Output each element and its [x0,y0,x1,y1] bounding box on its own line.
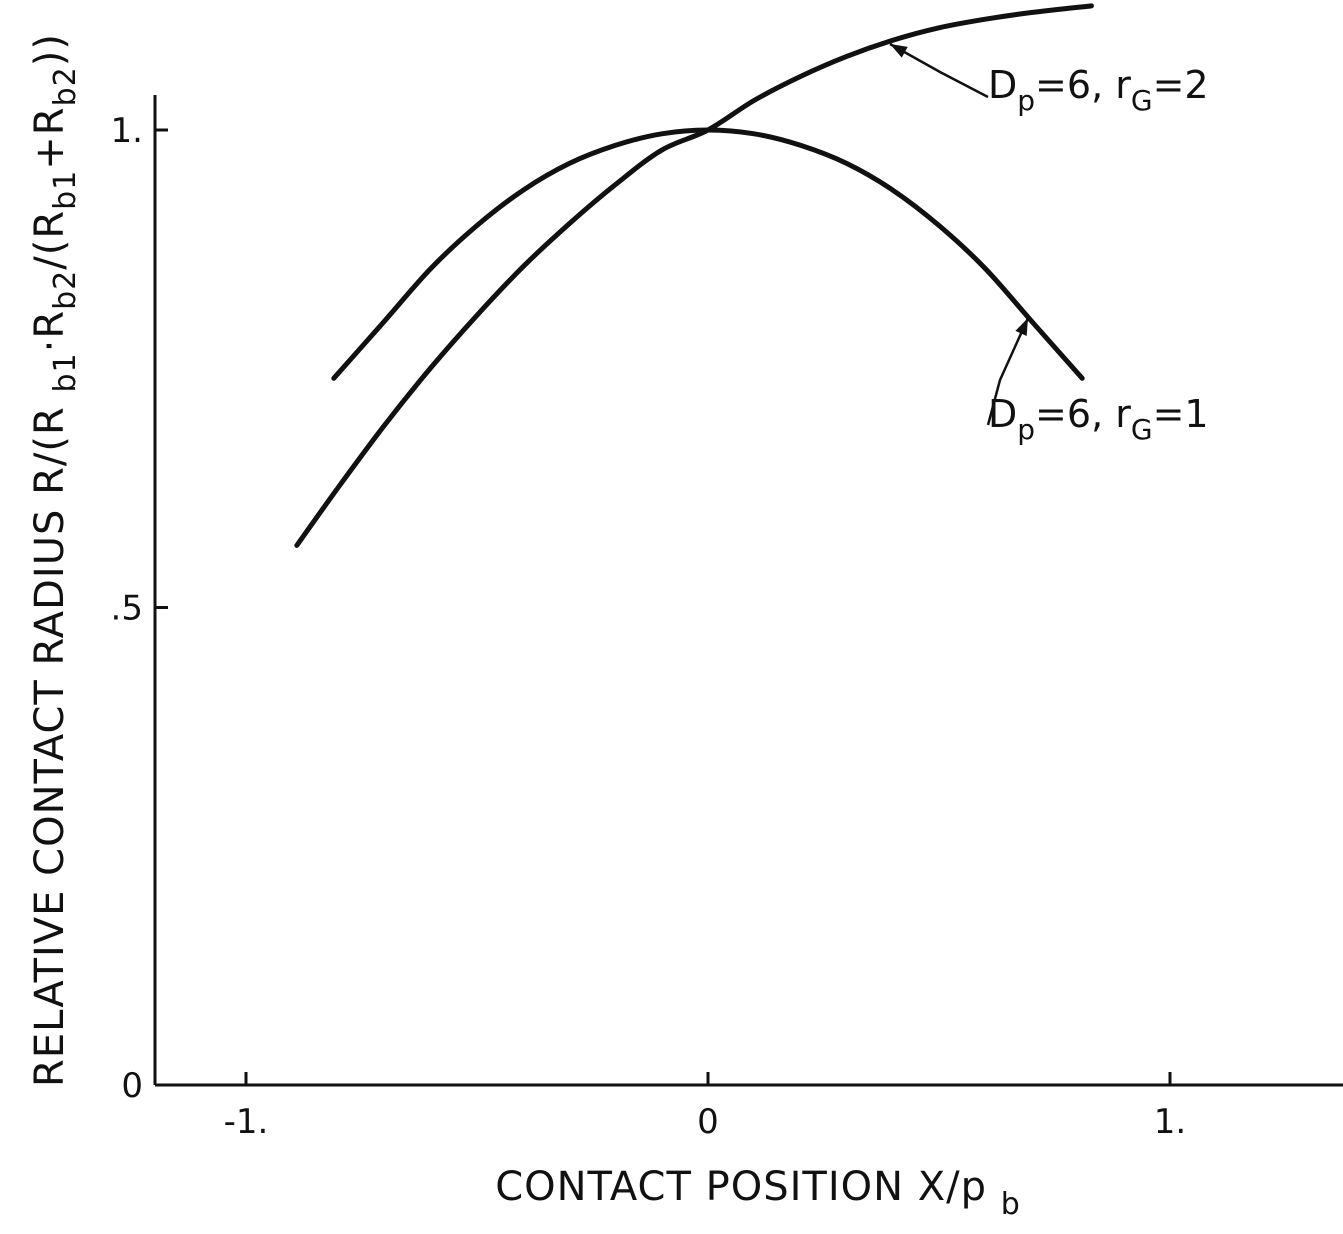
series-curve-2 [294,3,1094,548]
x-tick-label: -1. [224,1102,269,1142]
curves [294,3,1094,548]
annotation-arrowhead [1015,318,1028,336]
x-ticks: -1. 0 1. [224,1072,1186,1142]
y-tick-label: 1. [111,111,143,151]
y-axis-title: RELATIVE CONTACT RADIUS R/(R b1·Rb2/(Rb1… [27,33,83,1087]
annotation-leader [889,42,989,99]
annotation-arrowhead [890,44,908,58]
series-label: Dp=6, rG=2 [988,63,1209,117]
y-tick-label: 0 [121,1066,143,1106]
y-ticks: 0 .5 1. [111,111,168,1106]
series-label: Dp=6, rG=1 [988,392,1209,446]
y-tick-label: .5 [111,589,143,629]
series-curve-1 [331,127,1085,381]
x-tick-label: 0 [697,1102,719,1142]
x-tick-label: 1. [1154,1102,1186,1142]
annotation-leader [986,317,1030,426]
x-axis-title: CONTACT POSITION X/p b [495,1164,1021,1222]
annotations: Dp=6, rG=2 Dp=6, rG=1 [889,42,1209,446]
